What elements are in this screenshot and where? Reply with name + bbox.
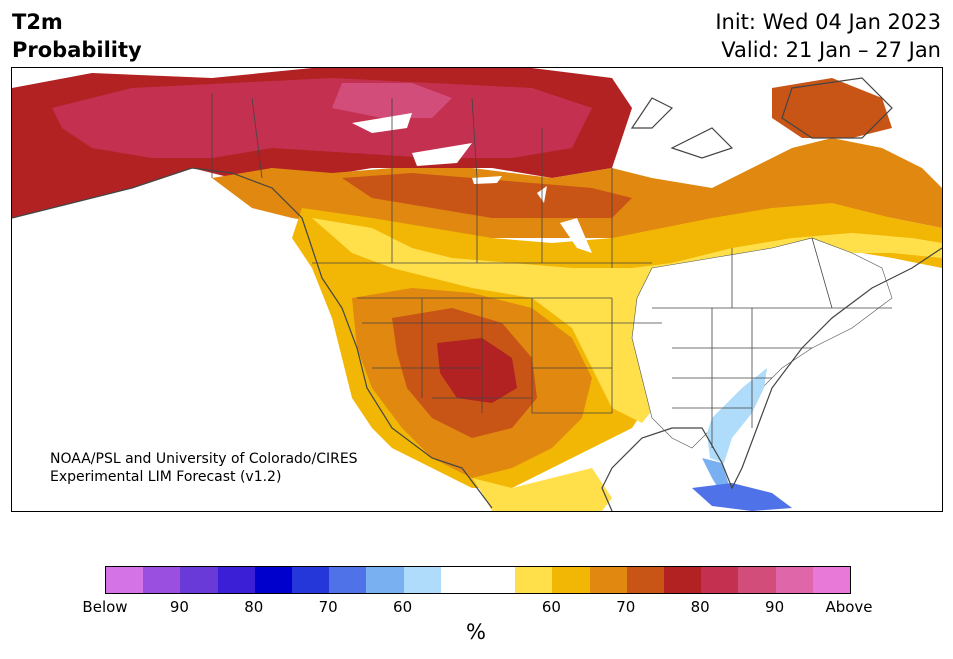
map-title: T2m Probability [12,8,142,64]
colorbar-segment [515,567,553,593]
probability-shading [12,68,942,511]
colorbar-tick-label: Above [825,598,873,616]
colorbar-segment [143,567,181,593]
colorbar-tick-label: 90 [169,598,189,616]
map-credit: NOAA/PSL and University of Colorado/CIRE… [50,450,358,486]
colorbar-tick-label: 90 [765,598,785,616]
colorbar-segment [292,567,330,593]
near-normal-region [631,237,893,511]
colorbar-unit: % [466,620,486,644]
colorbar-tick-label: 70 [616,598,636,616]
colorbar-segment [701,567,739,593]
colorbar-segment [626,567,665,593]
colorbar-tick-label: Below [82,598,128,616]
forecast-map: NOAA/PSL and University of Colorado/CIRE… [11,67,943,512]
colorbar-segment [366,567,404,593]
political-borders [211,93,892,448]
colorbar-segment [403,567,441,593]
colorbar-segment [478,567,516,593]
colorbar-segment [180,567,218,593]
colorbar-tick-label: 60 [541,598,561,616]
colorbar-segment [738,567,776,593]
colorbar-labels: Below 90 80 70 60 60 70 80 90 Above [0,598,953,618]
probability-map-svg [12,68,942,511]
colorbar-tick-label: 60 [393,598,413,616]
forecast-dates: Init: Wed 04 Jan 2023 Valid: 21 Jan – 27… [715,8,941,64]
colorbar-segment [254,567,293,593]
colorbar-tick-label: 80 [244,598,264,616]
colorbar-segment [552,567,590,593]
product-label: Probability [12,38,142,62]
credit-line-2: Experimental LIM Forecast (v1.2) [50,469,282,485]
init-date: Init: Wed 04 Jan 2023 [715,10,941,34]
colorbar-segment [217,567,255,593]
credit-line-1: NOAA/PSL and University of Colorado/CIRE… [50,451,358,467]
colorbar-segment [106,567,144,593]
lakes [352,113,592,253]
valid-date: Valid: 21 Jan – 27 Jan [721,38,941,62]
colorbar-segment [440,567,479,593]
colorbar-segment [812,567,851,593]
colorbar-segment [589,567,627,593]
coastline [12,77,942,511]
colorbar-segment [329,567,367,593]
probability-colorbar [105,566,851,594]
colorbar-tick-label: 80 [690,598,710,616]
variable-label: T2m [12,10,63,34]
colorbar-segment [775,567,813,593]
colorbar-tick-label: 70 [318,598,338,616]
colorbar-segment [664,567,702,593]
